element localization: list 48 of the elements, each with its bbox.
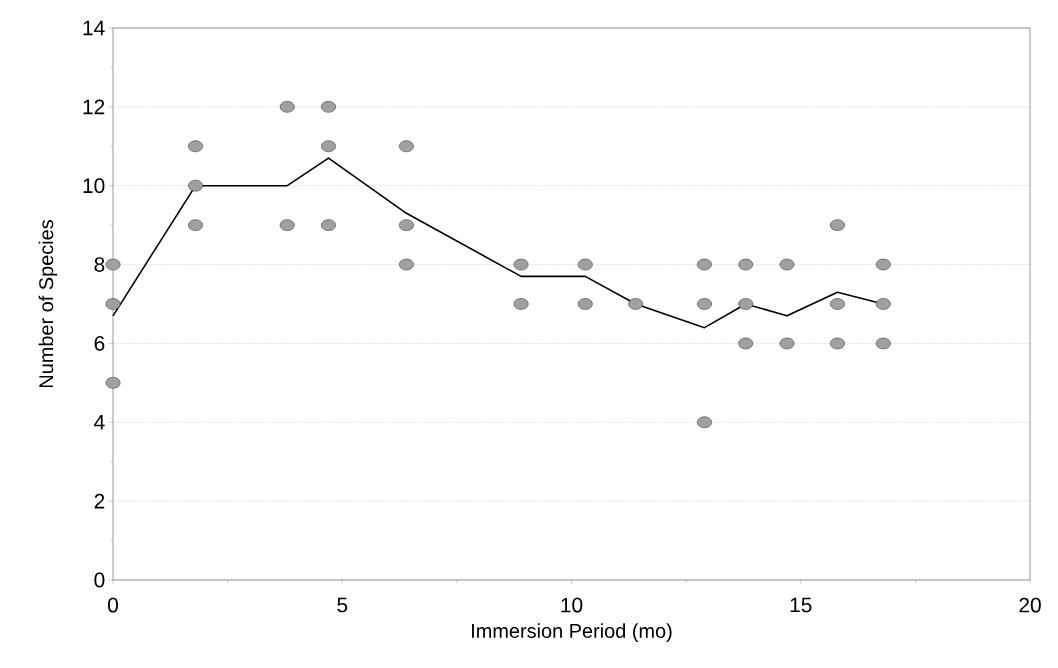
- point: [875, 258, 891, 271]
- point: [105, 377, 121, 389]
- point: [697, 258, 712, 271]
- point: [105, 298, 121, 310]
- point: [399, 219, 414, 231]
- point: [188, 179, 203, 192]
- point: [321, 101, 336, 113]
- point: [628, 298, 644, 310]
- point: [779, 337, 795, 350]
- point: [779, 258, 795, 271]
- y-tick-label: 6: [94, 336, 105, 351]
- x-tick-label: 10: [561, 597, 583, 613]
- x-tick-label: 15: [790, 597, 812, 613]
- point: [830, 219, 845, 231]
- point: [321, 140, 336, 153]
- point: [279, 219, 295, 231]
- y-tick-label: 0: [94, 572, 105, 588]
- x-axis-title: Immersion Period (mo): [472, 623, 672, 642]
- point: [513, 258, 529, 271]
- y-tick-label: 8: [94, 257, 105, 272]
- point: [399, 258, 414, 271]
- y-tick-label: 2: [94, 493, 105, 509]
- point: [697, 298, 712, 310]
- y-axis-title: Number of Species: [38, 220, 58, 388]
- point: [188, 140, 203, 153]
- y-tick-label: 12: [83, 99, 105, 115]
- point: [738, 337, 754, 350]
- point: [875, 298, 891, 310]
- point: [513, 298, 529, 310]
- point: [738, 298, 754, 310]
- point: [577, 298, 593, 310]
- point: [188, 219, 203, 231]
- point: [279, 101, 295, 113]
- x-tick-label: 5: [337, 597, 348, 613]
- y-tick-label: 14: [83, 20, 105, 36]
- point: [830, 337, 845, 350]
- point: [697, 416, 712, 429]
- y-tick-label: 10: [83, 178, 105, 194]
- point: [321, 219, 336, 231]
- point: [738, 258, 754, 271]
- point: [105, 258, 121, 271]
- y-tick-label: 4: [94, 415, 105, 430]
- point: [830, 298, 845, 310]
- x-tick-label: 0: [108, 597, 118, 613]
- point: [399, 140, 414, 153]
- x-tick-label: 20: [1019, 597, 1041, 613]
- point: [577, 258, 593, 271]
- point: [875, 337, 891, 350]
